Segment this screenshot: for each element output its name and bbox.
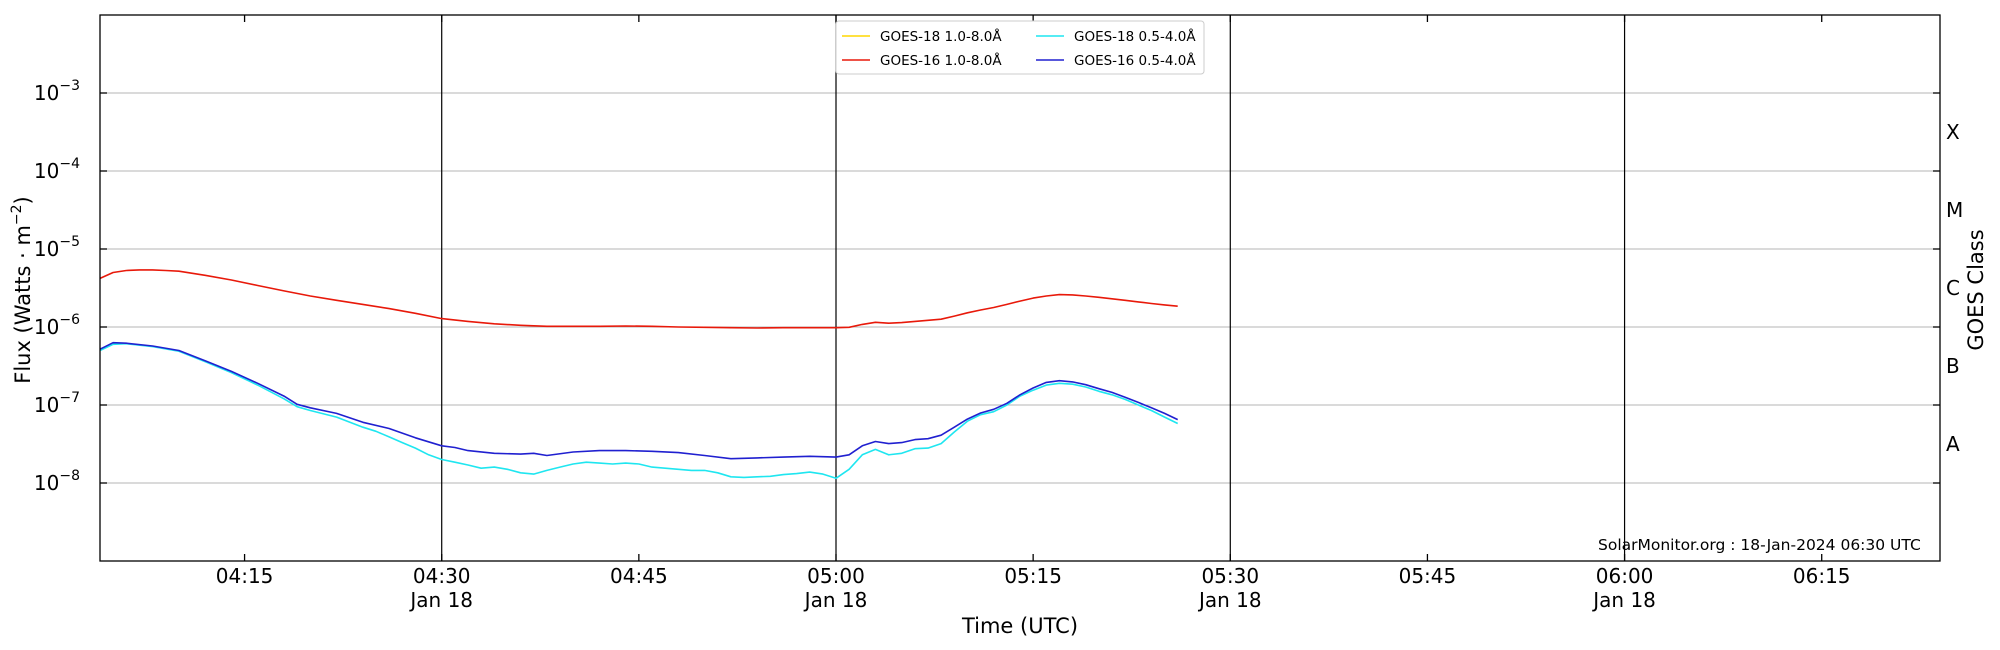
y-axis-ticks: 10−3 10−4 10−5 10−6 10−7 10−8 [34, 78, 1940, 495]
goes-class-label: A [1946, 432, 1960, 456]
legend-label: GOES-18 0.5-4.0Å [1074, 28, 1196, 45]
legend-label: GOES-16 1.0-8.0Å [880, 52, 1002, 69]
x-tick-label: 04:15 [216, 564, 274, 588]
x-tick-label: 06:00 [1596, 564, 1654, 588]
y-tick-label: 10−4 [34, 156, 80, 183]
x-tick-date-label: Jan 18 [408, 588, 473, 612]
y-axis-label: Flux (Watts · m−2) [9, 196, 35, 384]
x-tick-date-label: Jan 18 [1197, 588, 1262, 612]
y-tick-label: 10−6 [34, 312, 80, 339]
x-tick-label: 06:15 [1793, 564, 1851, 588]
goes-class-label: M [1946, 198, 1963, 222]
legend-box [835, 20, 1205, 75]
x-tick-label: 04:30 [413, 564, 471, 588]
x-tick-label: 05:15 [1004, 564, 1062, 588]
series-line [99, 342, 1179, 480]
x-tick-label: 04:45 [610, 564, 668, 588]
series-lines [99, 269, 1179, 480]
legend: GOES-18 1.0-8.0Å GOES-16 1.0-8.0Å GOES-18 … [835, 20, 1205, 75]
x-tick-label: 05:00 [807, 564, 865, 588]
y-tick-label: 10−8 [34, 468, 80, 495]
series-line [99, 269, 1178, 329]
credit-text: SolarMonitor.org : 18-Jan-2024 06:30 UTC [1598, 536, 1921, 554]
y-tick-label: 10−5 [34, 234, 80, 261]
y-tick-label: 10−3 [34, 78, 80, 105]
legend-label: GOES-18 1.0-8.0Å [880, 28, 1002, 45]
goes-class-label: X [1946, 120, 1960, 144]
grid-lines [100, 92, 1940, 484]
y-tick-label: 10−7 [34, 390, 80, 417]
goes-class-label: C [1946, 276, 1960, 300]
x-tick-date-label: Jan 18 [803, 588, 868, 612]
day-marker-lines [441, 15, 1626, 561]
x-axis-label: Time (UTC) [961, 614, 1078, 638]
x-tick-label: 05:45 [1399, 564, 1457, 588]
goes-class-label: B [1946, 354, 1960, 378]
y2-axis-label: GOES Class [1964, 229, 1988, 350]
goes-class-labels: X M C B A [1946, 120, 1963, 456]
plot-frame [99, 14, 1941, 562]
x-tick-label: 05:30 [1201, 564, 1259, 588]
series-line [99, 341, 1179, 460]
x-tick-date-label: Jan 18 [1591, 588, 1656, 612]
legend-label: GOES-16 0.5-4.0Å [1074, 52, 1196, 69]
